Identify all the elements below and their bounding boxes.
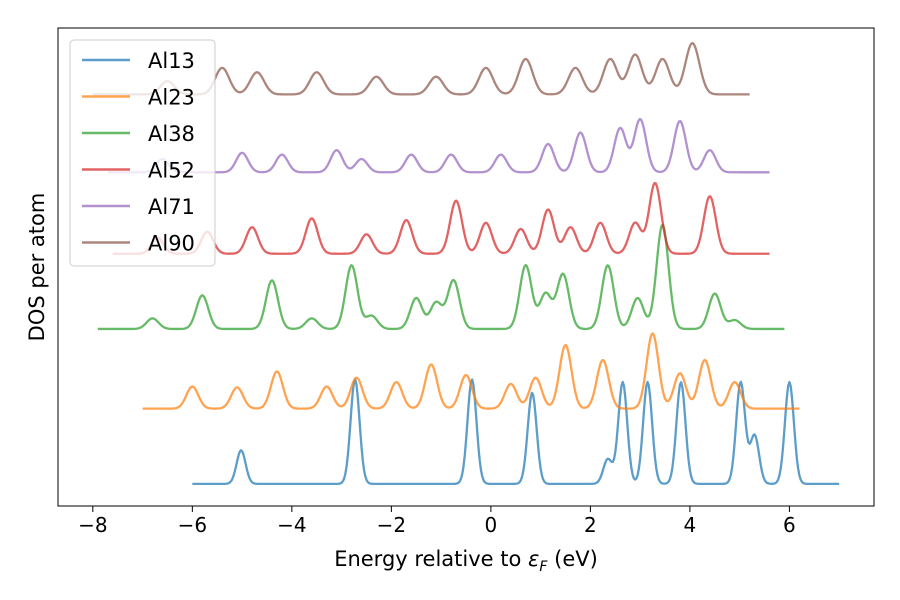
x-tick-label: 2 bbox=[584, 513, 597, 537]
x-tick-label: 6 bbox=[783, 513, 796, 537]
x-tick-label: −4 bbox=[277, 513, 306, 537]
x-axis-ticks: −8 −6 −4 −2 0 2 4 6 bbox=[78, 506, 796, 537]
x-tick-label: −6 bbox=[178, 513, 207, 537]
legend-label-al13: Al13 bbox=[148, 49, 195, 73]
x-tick-label: −2 bbox=[377, 513, 406, 537]
x-axis-label: Energy relative to εF (eV) bbox=[334, 547, 598, 575]
legend-label-al23: Al23 bbox=[148, 86, 195, 110]
legend-label-al71: Al71 bbox=[148, 195, 195, 219]
series-line-al71 bbox=[107, 117, 770, 174]
legend: Al13 Al23 Al38 Al52 Al71 Al90 bbox=[69, 39, 216, 267]
series-line-al23 bbox=[142, 332, 800, 410]
plot-frame bbox=[57, 27, 875, 507]
series-curves bbox=[92, 41, 840, 486]
series-line-al13 bbox=[192, 378, 840, 486]
legend-items: Al13 Al23 Al38 Al52 Al71 Al90 bbox=[82, 49, 195, 256]
x-tick-label: 0 bbox=[485, 513, 498, 537]
legend-label-al90: Al90 bbox=[148, 232, 195, 256]
series-line-al38 bbox=[97, 223, 785, 331]
y-axis-label: DOS per atom bbox=[25, 193, 49, 342]
x-tick-label: −8 bbox=[78, 513, 107, 537]
legend-label-al38: Al38 bbox=[148, 122, 195, 146]
series-line-al52 bbox=[112, 181, 770, 255]
x-tick-label: 4 bbox=[684, 513, 697, 537]
legend-label-al52: Al52 bbox=[148, 159, 195, 183]
